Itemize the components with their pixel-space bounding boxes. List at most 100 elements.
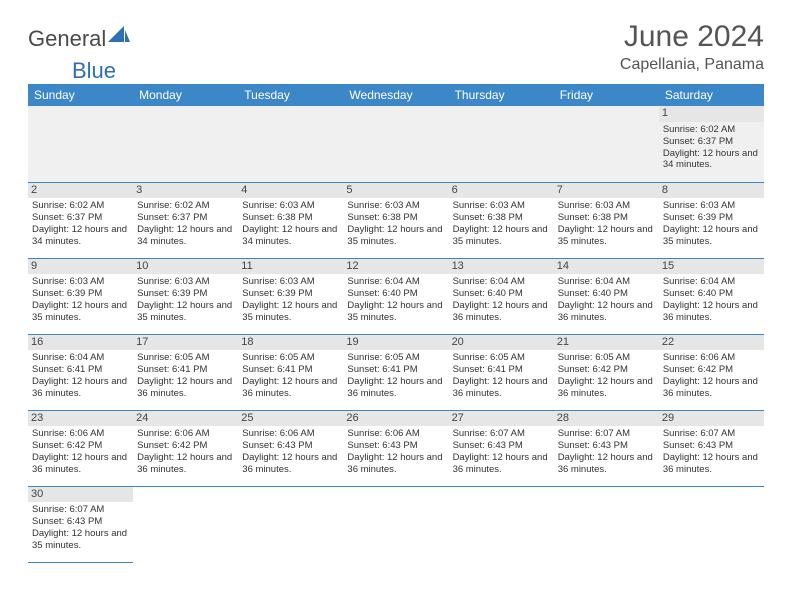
- cell-text: Daylight: 12 hours and 35 minutes.: [32, 528, 129, 552]
- cell-text: Daylight: 12 hours and 34 minutes.: [32, 224, 129, 248]
- calendar-body: 1Sunrise: 6:02 AMSunset: 6:37 PMDaylight…: [28, 106, 764, 562]
- day-number: 19: [343, 335, 448, 351]
- calendar-row: 23Sunrise: 6:06 AMSunset: 6:42 PMDayligh…: [28, 410, 764, 486]
- cell-text: Sunset: 6:43 PM: [242, 440, 339, 452]
- cell-text: Daylight: 12 hours and 34 minutes.: [137, 224, 234, 248]
- cell-text: Daylight: 12 hours and 36 minutes.: [453, 452, 550, 476]
- calendar-cell: 13Sunrise: 6:04 AMSunset: 6:40 PMDayligh…: [449, 258, 554, 334]
- day-number: 1: [659, 106, 764, 122]
- calendar-cell: 7Sunrise: 6:03 AMSunset: 6:38 PMDaylight…: [554, 182, 659, 258]
- day-header-row: Sunday Monday Tuesday Wednesday Thursday…: [28, 84, 764, 106]
- cell-text: Sunrise: 6:03 AM: [347, 200, 444, 212]
- cell-text: Daylight: 12 hours and 36 minutes.: [242, 452, 339, 476]
- day-header: Sunday: [28, 84, 133, 106]
- calendar-cell: 14Sunrise: 6:04 AMSunset: 6:40 PMDayligh…: [554, 258, 659, 334]
- cell-text: Sunset: 6:38 PM: [347, 212, 444, 224]
- cell-text: Sunrise: 6:03 AM: [663, 200, 760, 212]
- cell-text: Daylight: 12 hours and 36 minutes.: [663, 300, 760, 324]
- calendar-cell: 21Sunrise: 6:05 AMSunset: 6:42 PMDayligh…: [554, 334, 659, 410]
- cell-text: Sunrise: 6:07 AM: [558, 428, 655, 440]
- calendar-cell-empty: [133, 106, 238, 182]
- day-number: 13: [449, 259, 554, 275]
- cell-text: Sunrise: 6:07 AM: [453, 428, 550, 440]
- calendar-cell-empty: [343, 486, 448, 562]
- calendar-cell-empty: [238, 486, 343, 562]
- day-number: 28: [554, 411, 659, 427]
- cell-text: Daylight: 12 hours and 35 minutes.: [242, 300, 339, 324]
- brand-part1: General: [28, 26, 106, 52]
- cell-text: Sunset: 6:38 PM: [242, 212, 339, 224]
- cell-text: Sunset: 6:43 PM: [663, 440, 760, 452]
- day-number: 12: [343, 259, 448, 275]
- cell-text: Sunrise: 6:02 AM: [663, 124, 760, 136]
- calendar-cell: 28Sunrise: 6:07 AMSunset: 6:43 PMDayligh…: [554, 410, 659, 486]
- day-number: 11: [238, 259, 343, 275]
- cell-text: Sunset: 6:41 PM: [32, 364, 129, 376]
- calendar-cell: 22Sunrise: 6:06 AMSunset: 6:42 PMDayligh…: [659, 334, 764, 410]
- cell-text: Sunrise: 6:03 AM: [137, 276, 234, 288]
- cell-text: Daylight: 12 hours and 35 minutes.: [663, 224, 760, 248]
- cell-text: Sunset: 6:40 PM: [663, 288, 760, 300]
- calendar-cell: 20Sunrise: 6:05 AMSunset: 6:41 PMDayligh…: [449, 334, 554, 410]
- cell-text: Sunset: 6:39 PM: [663, 212, 760, 224]
- cell-text: Sunrise: 6:03 AM: [242, 276, 339, 288]
- day-header: Friday: [554, 84, 659, 106]
- cell-text: Sunrise: 6:04 AM: [347, 276, 444, 288]
- day-number: 16: [28, 335, 133, 351]
- day-number: 25: [238, 411, 343, 427]
- cell-text: Daylight: 12 hours and 35 minutes.: [558, 224, 655, 248]
- day-number: 14: [554, 259, 659, 275]
- calendar-cell: 16Sunrise: 6:04 AMSunset: 6:41 PMDayligh…: [28, 334, 133, 410]
- cell-text: Sunrise: 6:05 AM: [242, 352, 339, 364]
- cell-text: Sunset: 6:43 PM: [32, 516, 129, 528]
- cell-text: Sunrise: 6:02 AM: [137, 200, 234, 212]
- cell-text: Daylight: 12 hours and 34 minutes.: [663, 148, 760, 172]
- calendar-cell: 10Sunrise: 6:03 AMSunset: 6:39 PMDayligh…: [133, 258, 238, 334]
- day-number: 20: [449, 335, 554, 351]
- calendar-cell: 12Sunrise: 6:04 AMSunset: 6:40 PMDayligh…: [343, 258, 448, 334]
- cell-text: Sunset: 6:37 PM: [32, 212, 129, 224]
- cell-text: Daylight: 12 hours and 36 minutes.: [453, 376, 550, 400]
- calendar-row: 30Sunrise: 6:07 AMSunset: 6:43 PMDayligh…: [28, 486, 764, 562]
- cell-text: Sunrise: 6:06 AM: [32, 428, 129, 440]
- calendar-cell: 18Sunrise: 6:05 AMSunset: 6:41 PMDayligh…: [238, 334, 343, 410]
- cell-text: Daylight: 12 hours and 36 minutes.: [663, 376, 760, 400]
- cell-text: Daylight: 12 hours and 36 minutes.: [137, 452, 234, 476]
- day-number: 27: [449, 411, 554, 427]
- calendar-table: Sunday Monday Tuesday Wednesday Thursday…: [28, 84, 764, 563]
- calendar-cell: 11Sunrise: 6:03 AMSunset: 6:39 PMDayligh…: [238, 258, 343, 334]
- calendar-cell: 3Sunrise: 6:02 AMSunset: 6:37 PMDaylight…: [133, 182, 238, 258]
- cell-text: Sunrise: 6:06 AM: [347, 428, 444, 440]
- calendar-cell: 26Sunrise: 6:06 AMSunset: 6:43 PMDayligh…: [343, 410, 448, 486]
- calendar-cell: 8Sunrise: 6:03 AMSunset: 6:39 PMDaylight…: [659, 182, 764, 258]
- day-number: 4: [238, 183, 343, 199]
- calendar-row: 16Sunrise: 6:04 AMSunset: 6:41 PMDayligh…: [28, 334, 764, 410]
- cell-text: Sunset: 6:42 PM: [137, 440, 234, 452]
- day-number: 2: [28, 183, 133, 199]
- day-header: Tuesday: [238, 84, 343, 106]
- cell-text: Daylight: 12 hours and 34 minutes.: [242, 224, 339, 248]
- cell-text: Sunset: 6:43 PM: [347, 440, 444, 452]
- cell-text: Sunset: 6:38 PM: [453, 212, 550, 224]
- brand-logo: General: [28, 26, 130, 52]
- cell-text: Sunset: 6:40 PM: [453, 288, 550, 300]
- sail-icon: [108, 26, 130, 44]
- day-header: Wednesday: [343, 84, 448, 106]
- day-number: 18: [238, 335, 343, 351]
- calendar-cell-empty: [133, 486, 238, 562]
- calendar-cell-empty: [659, 486, 764, 562]
- calendar-row: 2Sunrise: 6:02 AMSunset: 6:37 PMDaylight…: [28, 182, 764, 258]
- cell-text: Daylight: 12 hours and 35 minutes.: [453, 224, 550, 248]
- cell-text: Sunset: 6:38 PM: [558, 212, 655, 224]
- cell-text: Daylight: 12 hours and 36 minutes.: [558, 300, 655, 324]
- day-number: 9: [28, 259, 133, 275]
- day-number: 5: [343, 183, 448, 199]
- cell-text: Sunrise: 6:05 AM: [347, 352, 444, 364]
- cell-text: Daylight: 12 hours and 36 minutes.: [137, 376, 234, 400]
- day-number: 21: [554, 335, 659, 351]
- cell-text: Sunset: 6:41 PM: [137, 364, 234, 376]
- cell-text: Daylight: 12 hours and 36 minutes.: [347, 452, 444, 476]
- location-label: Capellania, Panama: [620, 56, 764, 74]
- cell-text: Sunset: 6:41 PM: [242, 364, 339, 376]
- calendar-cell: 15Sunrise: 6:04 AMSunset: 6:40 PMDayligh…: [659, 258, 764, 334]
